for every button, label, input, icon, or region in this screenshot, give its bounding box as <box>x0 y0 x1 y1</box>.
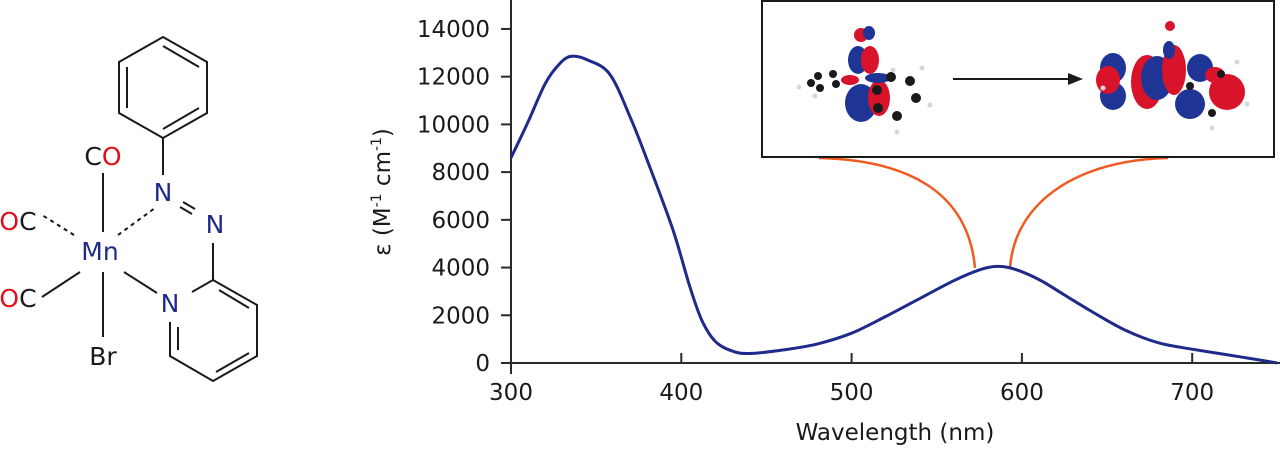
br-label: Br <box>89 342 117 371</box>
y-tick-label: 10000 <box>417 112 490 138</box>
x-tick-label: 700 <box>1170 380 1214 406</box>
oc-lower-label: OC <box>0 284 37 313</box>
atom-labels: CO OC OC Mn Br N N N <box>0 142 224 371</box>
inset-connectors <box>818 156 1169 269</box>
y-tick-label: 8000 <box>431 160 490 186</box>
x-tick-label: 400 <box>659 380 703 406</box>
x-axis-title: Wavelength (nm) <box>796 420 995 446</box>
x-tick-label: 500 <box>830 380 874 406</box>
homo-orbital-image <box>796 26 933 135</box>
x-tick-label: 600 <box>1000 380 1044 406</box>
y-tick-label: 0 <box>475 351 490 377</box>
structure-bonds <box>41 35 258 383</box>
y-ticks <box>501 27 511 364</box>
spectrum-line <box>509 54 1278 365</box>
y-tick-label: 12000 <box>417 65 490 91</box>
y-axis-title: ε (M-1 cm-1) <box>369 128 396 256</box>
oc-upper-label: OC <box>0 207 37 236</box>
orbital-inset <box>761 0 1275 158</box>
y-tick-labels: 0 2000 4000 6000 8000 10000 12000 14000 <box>417 17 490 377</box>
y-tick-label: 6000 <box>431 208 490 234</box>
y-tick-label: 14000 <box>417 17 490 43</box>
pyridine-n-label: N <box>161 289 180 318</box>
azo-n2-label: N <box>206 210 225 239</box>
lumo-orbital-image <box>1096 21 1250 131</box>
y-tick-label: 4000 <box>431 256 490 282</box>
co-top-label: CO <box>84 142 121 171</box>
azo-n1-label: N <box>154 178 173 207</box>
axes <box>501 0 1280 374</box>
x-tick-labels: 300 400 500 600 700 <box>489 380 1214 406</box>
x-ticks <box>680 353 1194 363</box>
y-tick-label: 2000 <box>431 303 490 329</box>
chemical-structure: CO OC OC Mn Br N N N <box>0 35 258 383</box>
connector-left <box>818 156 977 269</box>
x-tick-label: 300 <box>489 380 533 406</box>
mn-label: Mn <box>81 237 118 266</box>
dashed-bonds <box>41 207 156 236</box>
arrow-head-icon <box>1068 73 1083 85</box>
connector-right <box>1008 156 1169 269</box>
